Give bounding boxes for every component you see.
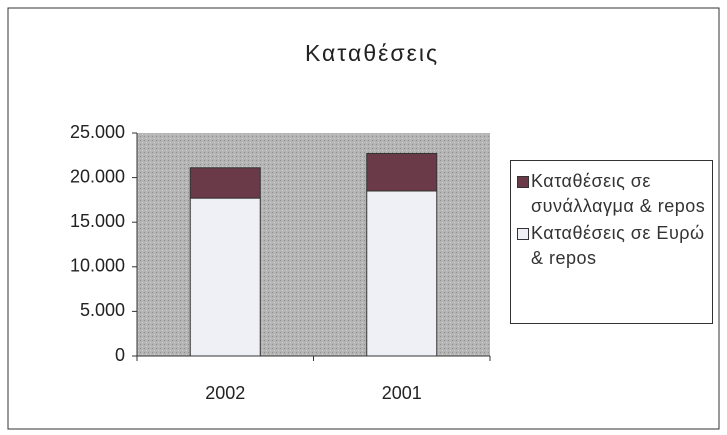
y-tick-label: 0	[115, 345, 125, 365]
bar-segment	[189, 197, 261, 357]
legend-label: Καταθέσεις σε συνάλλαγμα & repos	[531, 171, 706, 216]
bar-segment	[189, 167, 261, 199]
chart-title: Καταθέσεις	[305, 40, 439, 66]
y-tick-label: 20.000	[70, 166, 125, 186]
bar-segment	[366, 190, 438, 357]
y-tick-label: 25.000	[70, 122, 125, 142]
y-tick-label: 5.000	[80, 300, 125, 320]
y-tick-label: 15.000	[70, 211, 125, 231]
legend-item: Καταθέσεις σε Ευρώ & repos	[517, 221, 706, 271]
legend-label: Καταθέσεις σε Ευρώ & repos	[531, 223, 705, 268]
legend: Καταθέσεις σε συνάλλαγμα & repos Καταθέσε…	[510, 160, 713, 324]
y-tick-label: 10.000	[70, 256, 125, 276]
legend-swatch	[517, 176, 529, 188]
x-tick-label: 2001	[382, 383, 422, 403]
x-tick-label: 2002	[205, 383, 245, 403]
bar-segment	[366, 153, 438, 192]
legend-item: Καταθέσεις σε συνάλλαγμα & repos	[517, 169, 706, 219]
legend-swatch	[517, 228, 529, 240]
